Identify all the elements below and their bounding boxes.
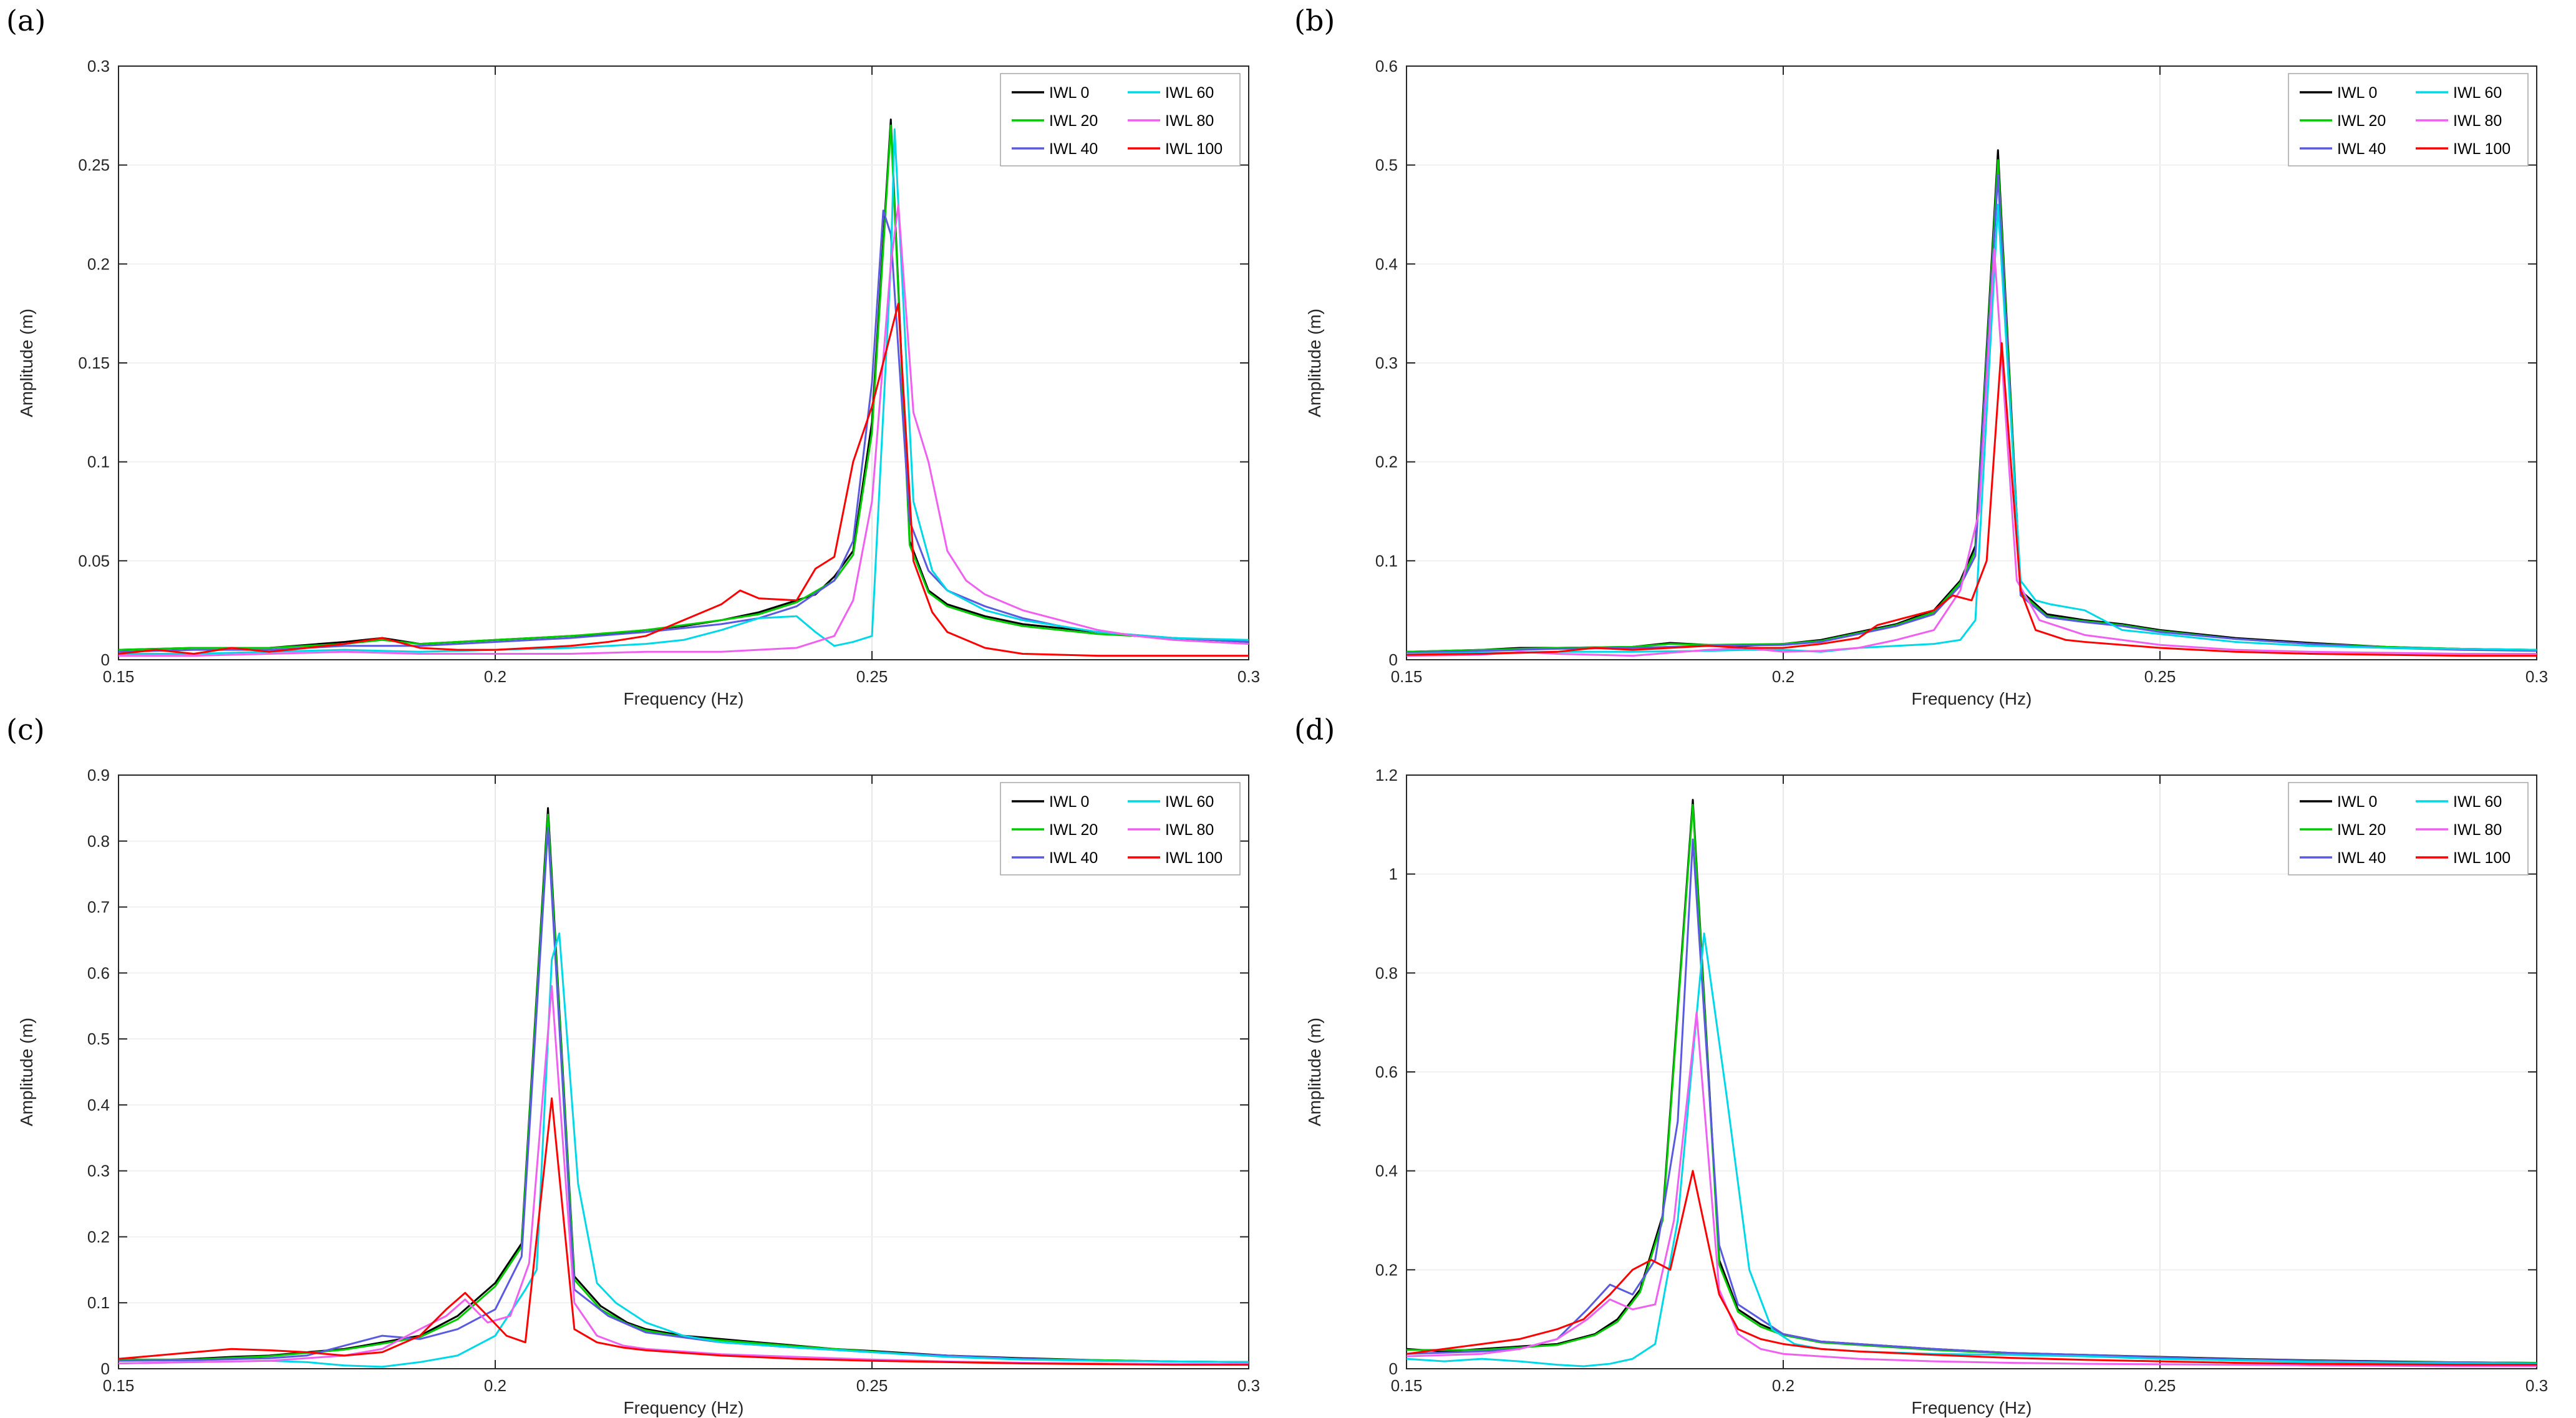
svg-text:IWL 20: IWL 20 [1049,821,1098,839]
svg-text:IWL 40: IWL 40 [1049,849,1098,867]
svg-text:IWL 40: IWL 40 [2337,140,2386,158]
plot-canvas-b: 0.15 0.2 0.25 0.3 0 0.1 0.2 0.3 0.4 0.5 0.6 Frequen… [1305,57,2548,708]
svg-text:IWL 100: IWL 100 [1165,849,1223,867]
svg-text:0.4: 0.4 [1375,254,1398,273]
svg-text:1: 1 [1389,865,1398,884]
svg-text:IWL 100: IWL 100 [2453,140,2511,158]
svg-text:0.3: 0.3 [87,1162,110,1180]
svg-text:0: 0 [1389,1359,1398,1378]
svg-text:Amplitude (m): Amplitude (m) [1305,1018,1324,1126]
svg-text:0: 0 [1389,650,1398,669]
svg-text:Frequency (Hz): Frequency (Hz) [624,1398,744,1417]
svg-text:0.2: 0.2 [1375,453,1398,471]
svg-text:0.1: 0.1 [87,1293,110,1312]
svg-text:0.25: 0.25 [78,156,110,175]
svg-text:1.2: 1.2 [1375,766,1398,784]
plot-canvas-d: 0.15 0.2 0.25 0.3 0 0.2 0.4 0.6 0.8 1 1.2 Frequency… [1305,766,2548,1417]
svg-text:IWL 20: IWL 20 [2337,112,2386,130]
svg-text:IWL 0: IWL 0 [2337,793,2377,811]
svg-text:0.25: 0.25 [2144,667,2176,686]
svg-text:IWL 0: IWL 0 [1049,793,1089,811]
panel-label-b: (b) [1294,4,1335,37]
svg-text:0.3: 0.3 [87,57,110,75]
svg-text:IWL 60: IWL 60 [2453,84,2502,102]
panel-label-d: (d) [1294,713,1335,746]
svg-text:IWL 100: IWL 100 [1165,140,1223,158]
svg-text:IWL 40: IWL 40 [2337,849,2386,867]
svg-text:Frequency (Hz): Frequency (Hz) [624,689,744,708]
svg-text:0.3: 0.3 [1375,354,1398,372]
svg-text:IWL 20: IWL 20 [1049,112,1098,130]
subplot-b: (b) 0.15 0.2 0.25 0.3 0 0.1 0.2 0.3 0.4 0.5 0.6 Fre… [1288,0,2576,709]
svg-text:IWL 0: IWL 0 [1049,84,1089,102]
svg-text:0.5: 0.5 [1375,156,1398,175]
panel-label-a: (a) [6,4,46,37]
svg-text:IWL 80: IWL 80 [1165,821,1214,839]
svg-text:0.8: 0.8 [1375,963,1398,982]
svg-text:0.2: 0.2 [1772,667,1794,686]
svg-text:0.5: 0.5 [87,1030,110,1048]
svg-text:0.6: 0.6 [87,963,110,982]
svg-text:0.15: 0.15 [103,1376,135,1395]
svg-text:0.15: 0.15 [78,354,110,372]
svg-text:0.2: 0.2 [484,1376,506,1395]
subplot-c: (c) 0.15 0.2 0.25 0.3 0 0.1 0.2 0.3 0.4 0.5 0.6 0.7… [0,709,1288,1418]
svg-text:IWL 60: IWL 60 [1165,84,1214,102]
svg-text:IWL 20: IWL 20 [2337,821,2386,839]
svg-text:0.25: 0.25 [856,1376,888,1395]
svg-text:IWL 80: IWL 80 [1165,112,1214,130]
svg-text:Amplitude (m): Amplitude (m) [17,309,36,417]
svg-text:0.15: 0.15 [103,667,135,686]
svg-text:0.2: 0.2 [484,667,506,686]
svg-text:0.05: 0.05 [78,551,110,570]
svg-text:IWL 0: IWL 0 [2337,84,2377,102]
plot-canvas-c: 0.15 0.2 0.25 0.3 0 0.1 0.2 0.3 0.4 0.5 0.6 0.7 0.8 0… [17,766,1260,1417]
svg-text:IWL 100: IWL 100 [2453,849,2511,867]
subplot-a: (a) 0.15 0.2 0.25 0.3 0 0.05 0.1 0.15 0.2 0.25 0.3… [0,0,1288,709]
svg-text:0.3: 0.3 [1237,1376,1260,1395]
svg-text:0.25: 0.25 [856,667,888,686]
svg-text:0.15: 0.15 [1391,1376,1423,1395]
svg-text:Frequency (Hz): Frequency (Hz) [1912,1398,2032,1417]
subplot-d: (d) 0.15 0.2 0.25 0.3 0 0.2 0.4 0.6 0.8 1 1.2 Frequ… [1288,709,2576,1418]
svg-text:0: 0 [101,650,110,669]
svg-text:0.3: 0.3 [2525,667,2548,686]
svg-text:Frequency (Hz): Frequency (Hz) [1912,689,2032,708]
svg-text:IWL 40: IWL 40 [1049,140,1098,158]
svg-text:IWL 80: IWL 80 [2453,112,2502,130]
svg-text:0.15: 0.15 [1391,667,1423,686]
svg-text:Amplitude (m): Amplitude (m) [1305,309,1324,417]
svg-text:0.2: 0.2 [87,254,110,273]
svg-text:0.2: 0.2 [87,1227,110,1246]
svg-text:0.1: 0.1 [1375,551,1398,570]
svg-text:0.6: 0.6 [1375,57,1398,75]
svg-text:0.9: 0.9 [87,766,110,784]
svg-text:0: 0 [101,1359,110,1378]
svg-text:0.2: 0.2 [1375,1260,1398,1279]
panel-label-c: (c) [6,713,45,746]
svg-text:0.3: 0.3 [2525,1376,2548,1395]
svg-text:IWL 80: IWL 80 [2453,821,2502,839]
svg-text:0.8: 0.8 [87,832,110,851]
svg-text:0.4: 0.4 [1375,1162,1398,1180]
svg-text:Amplitude (m): Amplitude (m) [17,1018,36,1126]
svg-text:0.3: 0.3 [1237,667,1260,686]
svg-text:IWL 60: IWL 60 [2453,793,2502,811]
svg-text:0.4: 0.4 [87,1096,110,1114]
svg-text:0.25: 0.25 [2144,1376,2176,1395]
svg-text:0.1: 0.1 [87,453,110,471]
svg-text:0.2: 0.2 [1772,1376,1794,1395]
svg-text:IWL 60: IWL 60 [1165,793,1214,811]
svg-text:0.7: 0.7 [87,898,110,917]
svg-text:0.6: 0.6 [1375,1063,1398,1081]
plot-canvas-a: 0.15 0.2 0.25 0.3 0 0.05 0.1 0.15 0.2 0.25 0.3 Freq… [17,57,1260,708]
